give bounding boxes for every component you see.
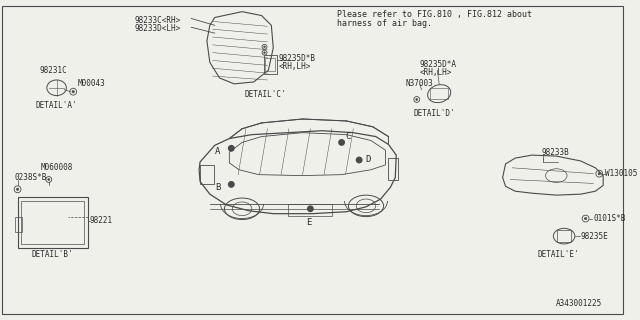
Text: 98235D*A: 98235D*A	[420, 60, 457, 69]
Text: DETAIL'B': DETAIL'B'	[32, 250, 74, 259]
Text: A: A	[215, 147, 220, 156]
Text: DETAIL'E': DETAIL'E'	[538, 250, 579, 259]
Text: 98221: 98221	[90, 216, 113, 225]
Circle shape	[72, 91, 74, 93]
Circle shape	[308, 206, 313, 212]
Text: DETAIL'A': DETAIL'A'	[36, 101, 77, 110]
Bar	[388, 158, 398, 180]
Text: DETAIL'D': DETAIL'D'	[413, 109, 455, 118]
Circle shape	[48, 179, 50, 180]
Text: <RH,LH>: <RH,LH>	[278, 62, 310, 71]
Bar	[17, 197, 88, 248]
Bar	[22, 201, 84, 244]
Text: 98233C<RH>: 98233C<RH>	[134, 16, 181, 25]
Circle shape	[264, 52, 266, 53]
Text: 98231C: 98231C	[40, 66, 68, 75]
Text: M060008: M060008	[41, 163, 74, 172]
Text: B: B	[215, 183, 220, 192]
Circle shape	[339, 140, 344, 145]
Text: A343001225: A343001225	[556, 299, 602, 308]
Circle shape	[264, 46, 266, 48]
Text: W130105: W130105	[605, 169, 637, 178]
Bar	[200, 165, 214, 184]
Text: harness of air bag.: harness of air bag.	[337, 20, 432, 28]
Bar	[431, 88, 448, 100]
Text: N37003: N37003	[405, 79, 433, 88]
Bar	[557, 230, 571, 242]
Bar	[266, 58, 275, 71]
Circle shape	[228, 146, 234, 151]
Circle shape	[416, 99, 418, 100]
Text: 98233B: 98233B	[541, 148, 570, 157]
Bar	[15, 217, 22, 232]
Text: 0101S*B: 0101S*B	[593, 214, 626, 223]
Text: DETAIL'C': DETAIL'C'	[244, 90, 286, 99]
Circle shape	[228, 182, 234, 187]
Text: 98235D*B: 98235D*B	[278, 54, 315, 63]
Text: E: E	[306, 218, 311, 227]
Text: M00043: M00043	[78, 79, 106, 88]
Bar	[288, 204, 332, 216]
Text: C: C	[346, 132, 351, 141]
Circle shape	[584, 217, 587, 220]
Text: Please refer to FIG.810 , FIG.812 about: Please refer to FIG.810 , FIG.812 about	[337, 10, 532, 19]
Circle shape	[17, 188, 19, 190]
Text: 0238S*B: 0238S*B	[15, 173, 47, 182]
Circle shape	[356, 157, 362, 163]
Text: 98235E: 98235E	[580, 232, 609, 241]
Bar	[264, 55, 277, 74]
Text: <RH,LH>: <RH,LH>	[420, 68, 452, 77]
Text: D: D	[365, 156, 371, 164]
Text: 98233D<LH>: 98233D<LH>	[134, 24, 181, 33]
Circle shape	[598, 172, 600, 175]
